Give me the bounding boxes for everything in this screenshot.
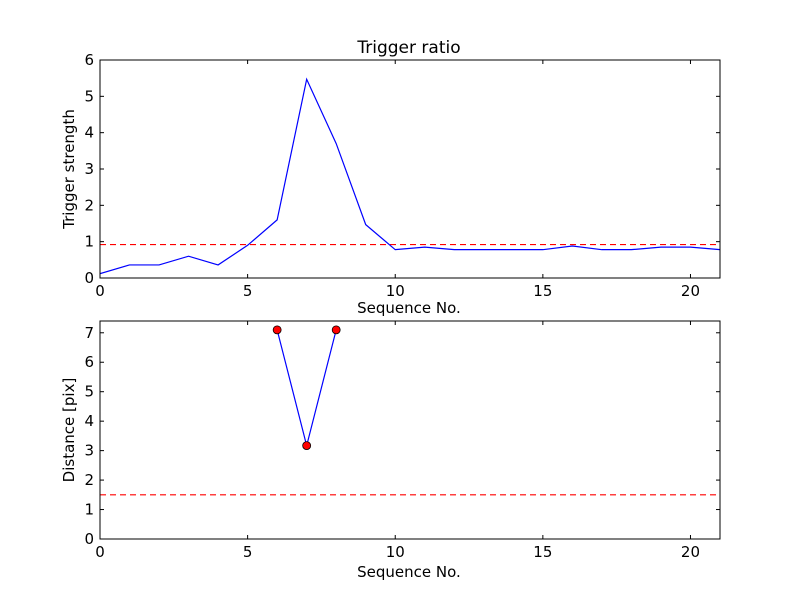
data-point	[331, 325, 341, 335]
y-tick-label: 3	[84, 442, 94, 460]
data-point	[302, 441, 312, 451]
y-tick-label: 6	[84, 51, 94, 69]
x-axis-label: Sequence No.	[357, 563, 461, 581]
x-tick-label: 10	[386, 543, 405, 561]
trigger-ratio-panel: Trigger ratio Sequence No. Trigger stren…	[60, 38, 721, 317]
y-tick-label: 1	[84, 233, 94, 251]
y-tick-label: 2	[84, 196, 94, 214]
y-tick-label: 5	[84, 383, 94, 401]
series-line	[100, 77, 720, 275]
plot-area	[100, 77, 720, 275]
y-tick-label: 2	[84, 471, 94, 489]
y-axis-label: Trigger strength	[60, 109, 78, 230]
chart-title: Trigger ratio	[356, 38, 460, 58]
y-tick-label: 6	[84, 353, 94, 371]
x-tick-label: 5	[243, 543, 253, 561]
y-tick-label: 7	[84, 324, 94, 342]
x-tick-label: 5	[243, 282, 253, 300]
x-tick-label: 0	[95, 282, 105, 300]
x-tick-label: 20	[681, 282, 700, 300]
axes-frame	[99, 320, 721, 540]
y-tick-label: 4	[84, 412, 94, 430]
y-tick-label: 0	[84, 269, 94, 287]
x-tick-label: 15	[533, 543, 552, 561]
y-axis-label: Distance [pix]	[60, 378, 78, 483]
x-tick-label: 0	[95, 543, 105, 561]
y-tick-label: 1	[84, 501, 94, 519]
y-tick-label: 4	[84, 124, 94, 142]
x-axis-label: Sequence No.	[357, 299, 461, 317]
distance-panel: Sequence No. Distance [pix] 0 5 10 15 20 0 1 2 3…	[60, 320, 721, 581]
y-tick-label: 0	[84, 530, 94, 548]
x-tick-label: 15	[533, 282, 552, 300]
y-tick-label: 3	[84, 160, 94, 178]
x-tick-label: 20	[681, 543, 700, 561]
x-tick-label: 10	[386, 282, 405, 300]
data-point	[272, 325, 282, 335]
y-tick-label: 5	[84, 87, 94, 105]
